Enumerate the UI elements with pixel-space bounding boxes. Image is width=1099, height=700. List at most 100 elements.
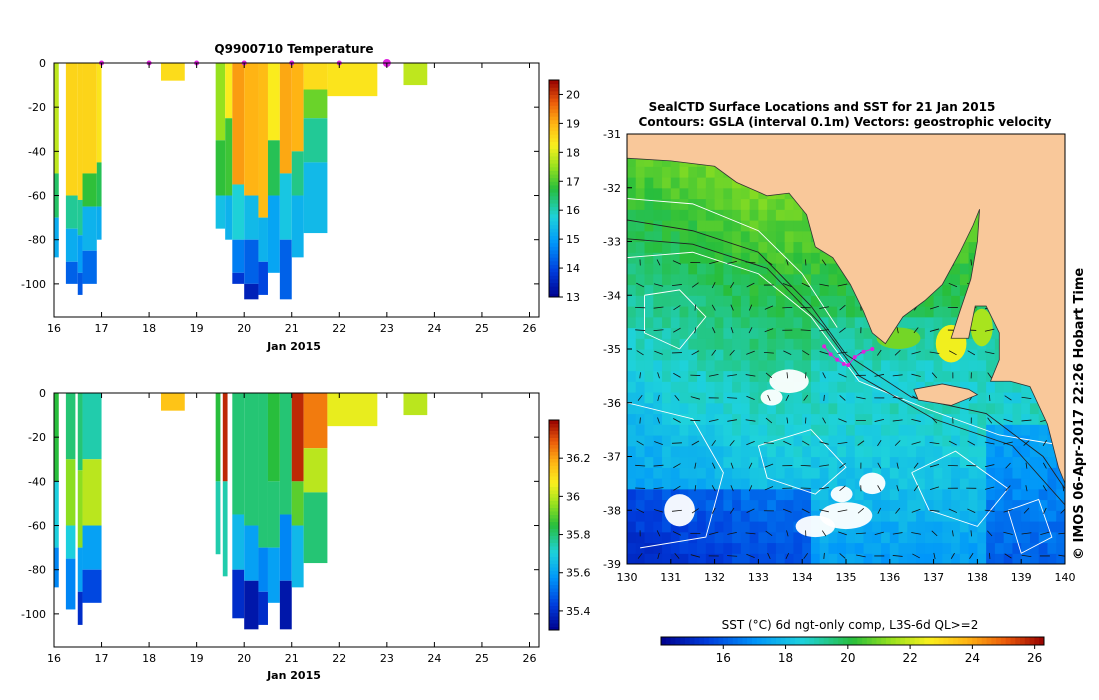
velocity-vector bbox=[729, 440, 735, 446]
velocity-vector bbox=[712, 327, 716, 334]
colorbar-cell bbox=[549, 420, 559, 424]
sst-cell bbox=[959, 413, 970, 425]
colorbar-tick-label: 16 bbox=[566, 204, 580, 217]
velocity-vector bbox=[929, 486, 940, 490]
sst-cell bbox=[898, 542, 908, 554]
colorbar-cell bbox=[728, 637, 734, 645]
sst-cell bbox=[627, 295, 637, 307]
sst-cell bbox=[644, 263, 654, 275]
sst-cell bbox=[898, 424, 908, 436]
sst-cell bbox=[714, 445, 724, 458]
colorbar-cell bbox=[1029, 637, 1035, 645]
colorbar-cell bbox=[1010, 637, 1016, 645]
colorbar-cell bbox=[549, 563, 559, 568]
profile-cell bbox=[267, 195, 280, 273]
colorbar-cell bbox=[857, 637, 863, 645]
colorbar-cell bbox=[905, 637, 911, 645]
sst-cell bbox=[1029, 542, 1040, 554]
gsla-contour bbox=[627, 402, 724, 549]
sst-cell bbox=[889, 488, 900, 501]
sst-cell bbox=[688, 230, 698, 243]
velocity-vector bbox=[637, 394, 643, 401]
sst-cell bbox=[889, 445, 900, 458]
sst-cell bbox=[933, 295, 943, 307]
sst-cell bbox=[793, 445, 803, 458]
sst-cell bbox=[951, 521, 961, 533]
sst-cell bbox=[740, 392, 751, 404]
sst-cell bbox=[977, 392, 987, 404]
velocity-vector bbox=[892, 374, 903, 377]
sst-cell bbox=[635, 209, 646, 221]
profile-column bbox=[65, 393, 76, 610]
sst-cell bbox=[627, 553, 637, 564]
velocity-vector bbox=[657, 372, 660, 379]
sst-cell bbox=[679, 456, 689, 468]
sst-cell bbox=[775, 273, 786, 286]
sst-cell bbox=[1003, 467, 1014, 479]
sst-cell bbox=[933, 359, 943, 372]
velocity-vector bbox=[1004, 395, 1012, 401]
sst-cell bbox=[1047, 499, 1057, 511]
sst-cell bbox=[775, 488, 786, 501]
sst-cell bbox=[784, 413, 795, 425]
sst-cell bbox=[1038, 435, 1049, 447]
sst-cell bbox=[810, 370, 821, 382]
sst-cell bbox=[740, 263, 751, 275]
sst-cell bbox=[705, 316, 716, 329]
colorbar-cell bbox=[761, 637, 767, 645]
velocity-vector bbox=[911, 419, 921, 422]
colorbar-cell bbox=[549, 116, 559, 121]
sst-cell bbox=[1038, 499, 1049, 511]
sst-cell bbox=[653, 456, 663, 468]
profile-cell bbox=[232, 63, 245, 185]
sst-cell bbox=[670, 456, 681, 468]
sst-cell bbox=[688, 166, 698, 178]
velocity-vector bbox=[821, 530, 827, 537]
sst-cell bbox=[705, 488, 716, 501]
velocity-vector bbox=[653, 487, 664, 490]
sst-cell bbox=[933, 510, 943, 522]
velocity-vector bbox=[967, 508, 976, 514]
velocity-vector bbox=[913, 462, 919, 469]
sst-cell bbox=[793, 241, 803, 253]
sst-cell bbox=[662, 198, 672, 210]
colorbar-cell bbox=[549, 148, 559, 153]
colorbar-cell bbox=[991, 637, 997, 645]
sst-cell bbox=[837, 349, 847, 361]
x-tick-label: 19 bbox=[190, 322, 204, 335]
profile-cell bbox=[327, 63, 378, 97]
gsla-contour bbox=[644, 289, 707, 350]
sst-cell bbox=[889, 359, 900, 372]
x-tick-label: 21 bbox=[285, 652, 299, 665]
sst-cell bbox=[951, 510, 961, 522]
y-tick-label: -32 bbox=[603, 182, 621, 195]
sst-cell bbox=[758, 488, 768, 501]
sst-cell bbox=[662, 316, 672, 329]
sst-cell bbox=[968, 499, 978, 511]
velocity-vector bbox=[765, 530, 773, 536]
sst-cell bbox=[802, 381, 812, 393]
sst-cell bbox=[819, 478, 830, 490]
sst-cell bbox=[644, 542, 654, 554]
sst-cell bbox=[881, 542, 891, 554]
sst-cell bbox=[968, 521, 978, 533]
sst-cell bbox=[1029, 467, 1040, 479]
velocity-vector bbox=[1042, 462, 1047, 469]
profile-column bbox=[303, 393, 328, 564]
colorbar-cell bbox=[549, 570, 559, 575]
sst-cell bbox=[1065, 166, 1074, 177]
sst-cell bbox=[688, 273, 698, 286]
sst-cell bbox=[705, 531, 716, 544]
sst-cell bbox=[705, 424, 716, 436]
colorbar-cell bbox=[549, 525, 559, 529]
sst-cell bbox=[898, 499, 908, 511]
sst-cell bbox=[775, 338, 786, 350]
sst-cell bbox=[968, 381, 978, 393]
cloud bbox=[859, 472, 886, 495]
sst-cell bbox=[819, 327, 830, 339]
sst-cell bbox=[907, 381, 917, 393]
velocity-vector bbox=[1021, 532, 1032, 535]
sst-cell bbox=[775, 424, 786, 436]
velocity-vector bbox=[838, 418, 847, 423]
sst-cell bbox=[670, 521, 681, 533]
